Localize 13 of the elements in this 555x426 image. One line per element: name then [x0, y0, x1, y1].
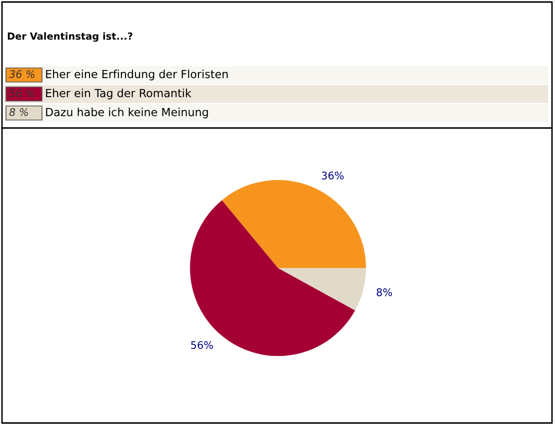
- legend-label: Eher ein Tag der Romantik: [46, 88, 192, 100]
- text: 36 %: [9, 70, 35, 78]
- legend-label: Eher eine Erfindung der Floristen: [46, 70, 228, 80]
- pie-slice: [190, 200, 356, 356]
- chart-title: Der Valentinstag ist...?: [8, 32, 132, 42]
- data-label: 56%: [191, 341, 213, 349]
- pie-slice: [278, 268, 366, 310]
- pie-slice: [222, 180, 366, 268]
- text: 8 %: [9, 108, 28, 116]
- legend-label: Dazu habe ich keine Meinung: [46, 108, 208, 118]
- data-label: 36%: [322, 172, 344, 180]
- data-label: 8%: [376, 288, 392, 296]
- text: 56 %: [9, 89, 35, 98]
